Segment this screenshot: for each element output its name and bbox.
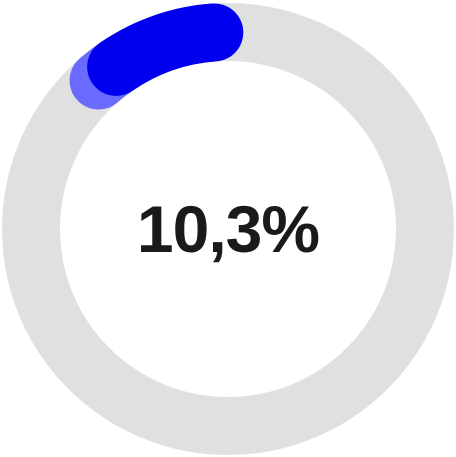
ring-arc-primary [87,3,244,96]
percentage-label: 10,3% [136,192,320,266]
